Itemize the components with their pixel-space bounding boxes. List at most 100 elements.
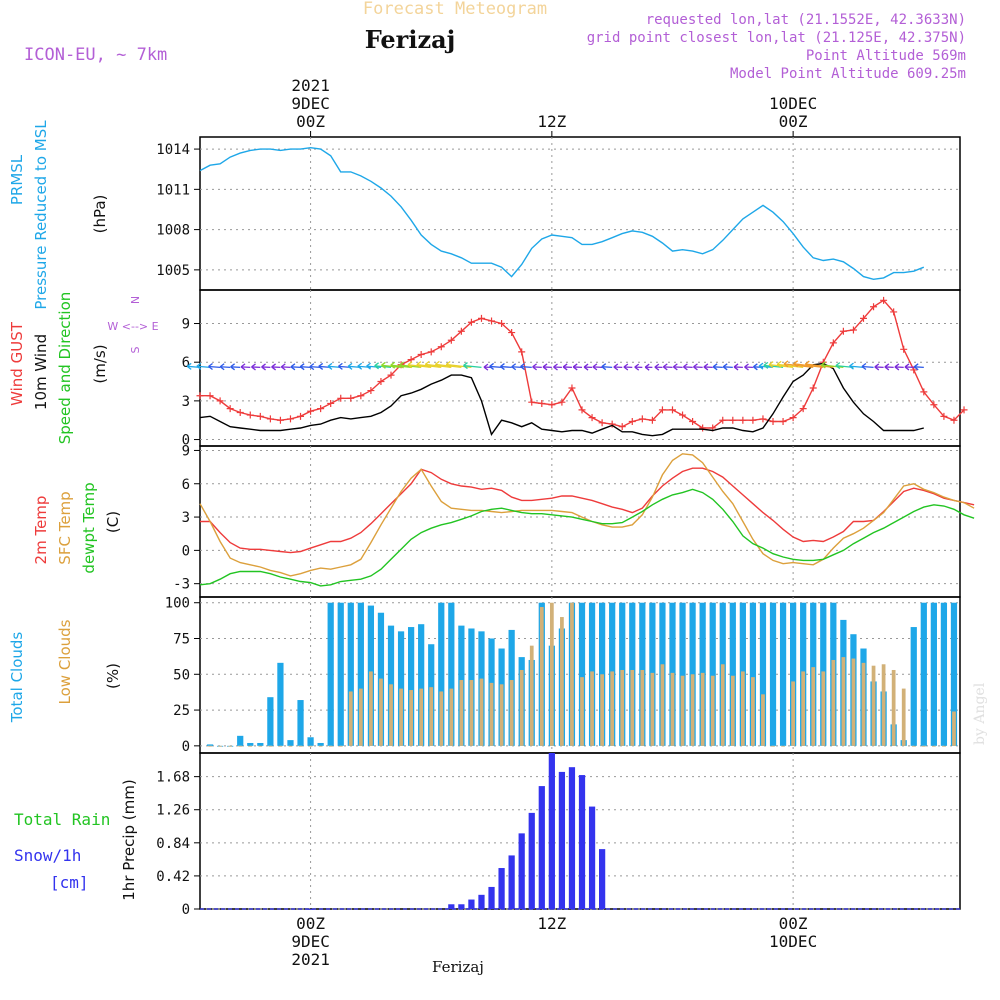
wind-direction-arrow [562,363,572,371]
low-clouds-bar [549,602,554,746]
low-clouds-bar [348,691,353,746]
total-clouds-bar [337,602,344,746]
gust-marker [880,296,888,304]
top-time-label: 12Z [537,112,566,131]
total-clouds-bar [920,602,927,746]
gust-marker [206,392,214,400]
wind-arrow-head [683,363,688,371]
gust-marker [940,412,948,420]
gust-marker [749,416,757,424]
model-label: ICON-EU, ~ 7km [24,45,167,65]
series-sfc-temp [199,453,975,577]
low-clouds-bar [499,684,504,746]
low-clouds-bar [751,677,755,746]
low-clouds-bar [720,664,725,746]
wind-arrow-head [532,363,537,371]
watermark: by Angel [972,682,988,745]
low-clouds-bar [740,671,745,746]
precip-panel-labels: Total Rain Snow/1h [cm] 1hr Precip (mm) [14,779,138,900]
low-clouds-bar [358,688,363,746]
wind-direction-arrow [613,363,623,371]
wind-arrow-shaft [793,363,824,369]
wind-arrow-head [542,363,548,371]
gust-marker [890,308,898,316]
wind-direction-arrow [874,363,884,371]
low-clouds-bar [580,677,584,746]
wind-arrow-head [230,363,236,371]
bottom-time-label: 2021 [291,950,330,969]
wind-arrow-head [592,363,598,371]
wind-arrow-head [793,360,799,368]
wind-arrow-shaft [463,364,482,369]
wind-arrow-head [511,363,517,371]
wind-arrow-head [861,362,867,371]
wind-direction-arrow [793,360,824,369]
wind-arrow-head [644,363,650,371]
gust-marker [518,348,526,356]
total-rain-bar [488,886,495,909]
temp-unit-label: (C) [104,511,122,533]
total-clouds-bar [759,602,767,746]
low-clouds-bar [298,745,303,747]
top-time-label: 00Z [779,112,808,131]
gust-marker [769,418,777,426]
wind-arrow-head [662,363,668,371]
wind-arrow-shaft [416,363,442,369]
wind-arrow-head [196,362,202,370]
wind-unit-label: (m/s) [91,344,109,383]
gust-marker [628,418,636,426]
total-clouds-bar [910,627,917,746]
temp-panel-labels: 2m Temp SFC Temp dewpt Temp (C) [32,482,122,573]
total-clouds-bar [769,602,777,746]
wind-arrow-head [381,361,386,369]
wind-direction-arrow [280,363,291,371]
total-clouds-bar [267,697,274,746]
wind-direction-arrow [208,362,221,371]
wind-arrow-head [744,363,749,371]
low-clouds-bar [620,669,625,746]
total-clouds-bar [438,602,445,746]
wind-direction-arrow [722,363,733,371]
gust-marker [538,399,546,407]
low-clouds-bar [258,745,263,747]
wind-direction-arrow [500,363,512,371]
wind-arrow-head [572,363,578,371]
total-clouds-bar [679,602,686,746]
gust-marker [256,412,264,420]
low-clouds-bar [931,745,936,747]
total-clouds-bar [930,602,937,746]
wind-direction-arrow [196,362,211,370]
model-point-altitude: Model Point Altitude 609.25m [730,66,966,82]
total-rain-bar [538,786,545,909]
wind-direction-arrow [861,362,874,371]
gust-marker [739,416,747,424]
wind-arrow-head [374,362,379,370]
wind-direction-arrow [261,363,271,371]
low-clouds-bar [861,662,866,746]
wind-panel-labels: Wind GUST 10m Wind Speed and Direction (… [8,292,159,445]
wind-arrow-shaft [777,363,804,369]
total-clouds-label: Total Clouds [8,632,26,724]
low-clouds-bar [841,657,846,746]
gust-marker [226,405,234,413]
wind-arrow-head [634,363,640,371]
y-tick-label: 100 [165,596,190,612]
y-tick-label: 1008 [156,223,190,239]
total-clouds-bar [237,735,244,746]
low-clouds-bar [449,688,454,746]
cloud-unit-label: (%) [104,663,122,689]
wind-direction-arrow [520,363,532,371]
wind-arrow-shaft [861,365,874,369]
low-clouds-bar [811,667,816,746]
y-tick-label: 25 [173,703,190,719]
wind-arrow-head [583,363,589,371]
total-clouds-bar [749,602,757,746]
total-clouds-bar [407,627,415,746]
compass-north: N [129,296,142,304]
gust-marker [568,384,576,392]
wind-arrow-head [271,363,277,371]
wind-direction-arrow [634,363,643,371]
temp-dewpt-label: dewpt Temp [80,482,98,573]
low-clouds-bar [459,680,464,746]
total-rain-bar [468,899,475,909]
